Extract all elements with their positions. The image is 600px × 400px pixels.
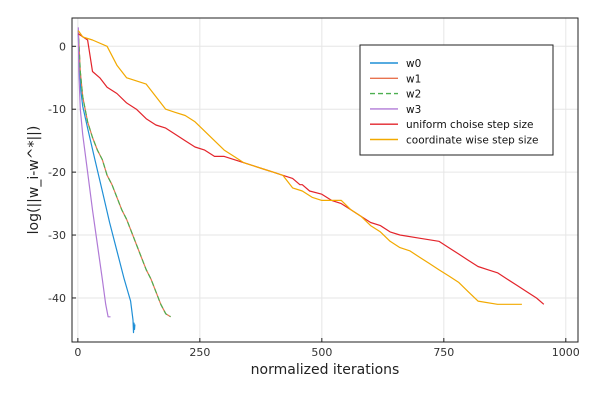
x-tick-label: 500 [311,346,332,359]
plot-frame [71,17,579,343]
series-line-w2 [77,30,171,318]
legend-label-w1: w1 [406,73,421,85]
x-axis-title: normalized iterations [251,362,400,378]
y-axis-title: log(||w_i-w^*||) [26,126,42,235]
series-line-coordinate-wise-step-size [77,30,522,305]
legend-label-w3: w3 [406,104,421,116]
series-layer [77,27,545,334]
y-tick-label: 0 [59,40,66,53]
series-line-w3 [77,27,111,318]
x-tick-label: 750 [433,346,454,359]
legend-label-coordinate-wise-step-size: coordinate wise step size [406,135,539,147]
y-tick-label: -20 [48,166,66,179]
legend-label-w2: w2 [406,89,421,101]
y-tick-label: -40 [48,292,66,305]
x-tick-label: 250 [189,346,210,359]
series-line-w0 [77,33,136,334]
legend-label-uniform-choise-step-size: uniform choise step size [406,119,534,131]
grid [72,18,578,342]
x-tick-label: 1000 [552,346,580,359]
y-tick-label: -10 [48,103,66,116]
y-tick-label: -30 [48,229,66,242]
legend: w0 w1 w2 w3 uniform choise step size coordina… [359,44,554,156]
series-line-w1 [77,30,171,318]
ticks: 0 250 500 750 1000 0 -10 -20 -30 -40 [48,40,580,359]
legend-label-w0: w0 [406,58,421,70]
series-line-uniform-choise-step-size [77,33,545,305]
x-tick-label: 0 [74,346,81,359]
